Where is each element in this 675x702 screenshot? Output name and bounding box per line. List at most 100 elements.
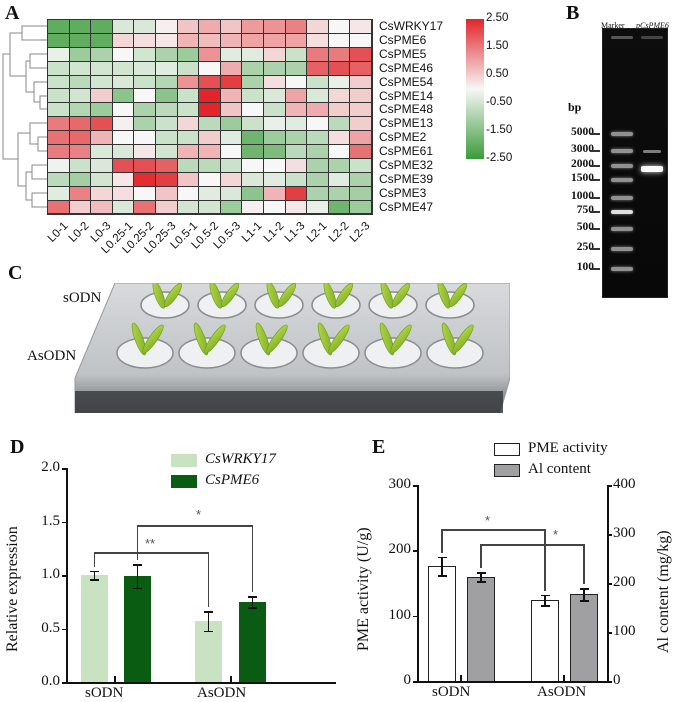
- heatmap-cell: [350, 131, 372, 146]
- heatmap-cell: [48, 186, 70, 201]
- heatmap-cell: [69, 117, 92, 132]
- heatmap-cell: [350, 172, 372, 187]
- heatmap-cell: [285, 200, 308, 215]
- ladder-tick: [590, 179, 600, 181]
- heatmap-cell: [112, 61, 135, 76]
- heatmap-cell: [328, 33, 351, 48]
- heatmap-cell: [48, 47, 70, 62]
- heatmap-cell: [91, 47, 113, 62]
- well-marker: [611, 36, 633, 39]
- ladder-tick: [590, 211, 600, 213]
- heatmap-cell: [220, 103, 243, 118]
- y-tick-label-right: 400: [613, 476, 636, 492]
- heatmap-cell: [177, 103, 200, 118]
- legend-label: CsWRKY17: [205, 451, 276, 467]
- y-tick: [62, 575, 66, 577]
- heatmap-cell: [242, 117, 264, 132]
- heatmap-cell: [134, 20, 156, 34]
- x-axis: [417, 681, 607, 683]
- heatmap-cell: [220, 158, 243, 173]
- heatmap-cell: [155, 75, 178, 90]
- heatmap-cell: [350, 75, 372, 90]
- heatmap-row-label: CsPME3: [379, 185, 427, 200]
- colorbar-tick-label: -2.50: [486, 152, 513, 164]
- heatmap-cell: [263, 145, 286, 159]
- heatmap-cell: [263, 200, 286, 215]
- significance-marker: *: [553, 527, 559, 542]
- y-tick-label-right: 200: [613, 574, 636, 590]
- heatmap-cell: [307, 61, 329, 76]
- x-tick: [230, 676, 232, 682]
- heatmap-cell: [69, 61, 92, 76]
- heatmap-cell: [134, 61, 156, 76]
- heatmap-cell: [177, 172, 200, 187]
- y-axis: [417, 485, 419, 681]
- ladder-band: [611, 267, 633, 271]
- heatmap-cell: [69, 20, 92, 34]
- heatmap-cell: [177, 186, 200, 201]
- heatmap-cell: [242, 186, 264, 201]
- colorbar-tick-label: 2.50: [486, 12, 509, 24]
- ladder-tick: [590, 150, 600, 152]
- error-cap: [90, 579, 99, 581]
- x-tick-label: AsODN: [537, 684, 587, 700]
- heatmap-cell: [328, 200, 351, 215]
- heatmap-cell: [242, 47, 264, 62]
- heatmap-row-label: CsPME5: [379, 46, 427, 61]
- heatmap-cell: [350, 89, 372, 104]
- heatmap-cell: [350, 186, 372, 201]
- bracket-bar: [94, 552, 209, 554]
- heatmap-cell: [242, 172, 264, 187]
- error-cap: [540, 594, 550, 597]
- heatmap-cell: [177, 200, 200, 215]
- ladder-size-label: 3000: [571, 143, 594, 155]
- error-bar: [544, 594, 546, 606]
- heatmap-cell: [350, 158, 372, 173]
- heatmap-cell: [199, 103, 221, 118]
- heatmap-cell: [112, 200, 135, 215]
- heatmap-column-label: L1-3: [283, 219, 308, 245]
- heatmap-cell: [134, 158, 156, 173]
- heatmap-cell: [242, 33, 264, 48]
- photo-row-label-sodn: sODN: [63, 290, 102, 306]
- legend-label: CsPME6: [205, 472, 260, 488]
- heatmap-cell: [285, 47, 308, 62]
- heatmap-cell: [199, 20, 221, 34]
- heatmap-cell: [199, 117, 221, 132]
- y-tick: [62, 521, 66, 523]
- sample-band-faint: [643, 150, 661, 153]
- heatmap-cell: [307, 89, 329, 104]
- heatmap-cell: [328, 145, 351, 159]
- heatmap-cell: [242, 75, 264, 90]
- heatmap-cell: [48, 89, 70, 104]
- heatmap-cell: [91, 158, 113, 173]
- heatmap-cell: [177, 145, 200, 159]
- heatmap-cell: [242, 20, 264, 34]
- heatmap-row-label: CsPME2: [379, 130, 427, 145]
- ladder-size-label: 1500: [571, 172, 594, 184]
- y-tick: [62, 682, 66, 684]
- heatmap-cell: [307, 186, 329, 201]
- heatmap-cell: [134, 131, 156, 146]
- heatmap-cell: [220, 47, 243, 62]
- heatmap-cell: [91, 117, 113, 132]
- heatmap-cell: [69, 145, 92, 159]
- heatmap-cell: [199, 89, 221, 104]
- heatmap-cell: [155, 117, 178, 132]
- heatmap-cell: [220, 186, 243, 201]
- heatmap-cell: [134, 103, 156, 118]
- y-tick: [413, 681, 417, 683]
- x-tick: [114, 676, 116, 682]
- heatmap-cell: [350, 33, 372, 48]
- heatmap-row-label: CsPME54: [379, 74, 434, 89]
- heatmap-cell: [48, 61, 70, 76]
- heatmap-cell: [220, 75, 243, 90]
- well-sample: [641, 36, 663, 39]
- ladder-band: [611, 227, 633, 231]
- ladder-band: [611, 247, 633, 251]
- heatmap-row-label: CsPME47: [379, 199, 434, 214]
- significance-marker: *: [485, 513, 491, 528]
- heatmap-cell: [263, 47, 286, 62]
- y-axis-label: PME activity (U/g): [355, 527, 372, 651]
- error-cap: [579, 600, 589, 602]
